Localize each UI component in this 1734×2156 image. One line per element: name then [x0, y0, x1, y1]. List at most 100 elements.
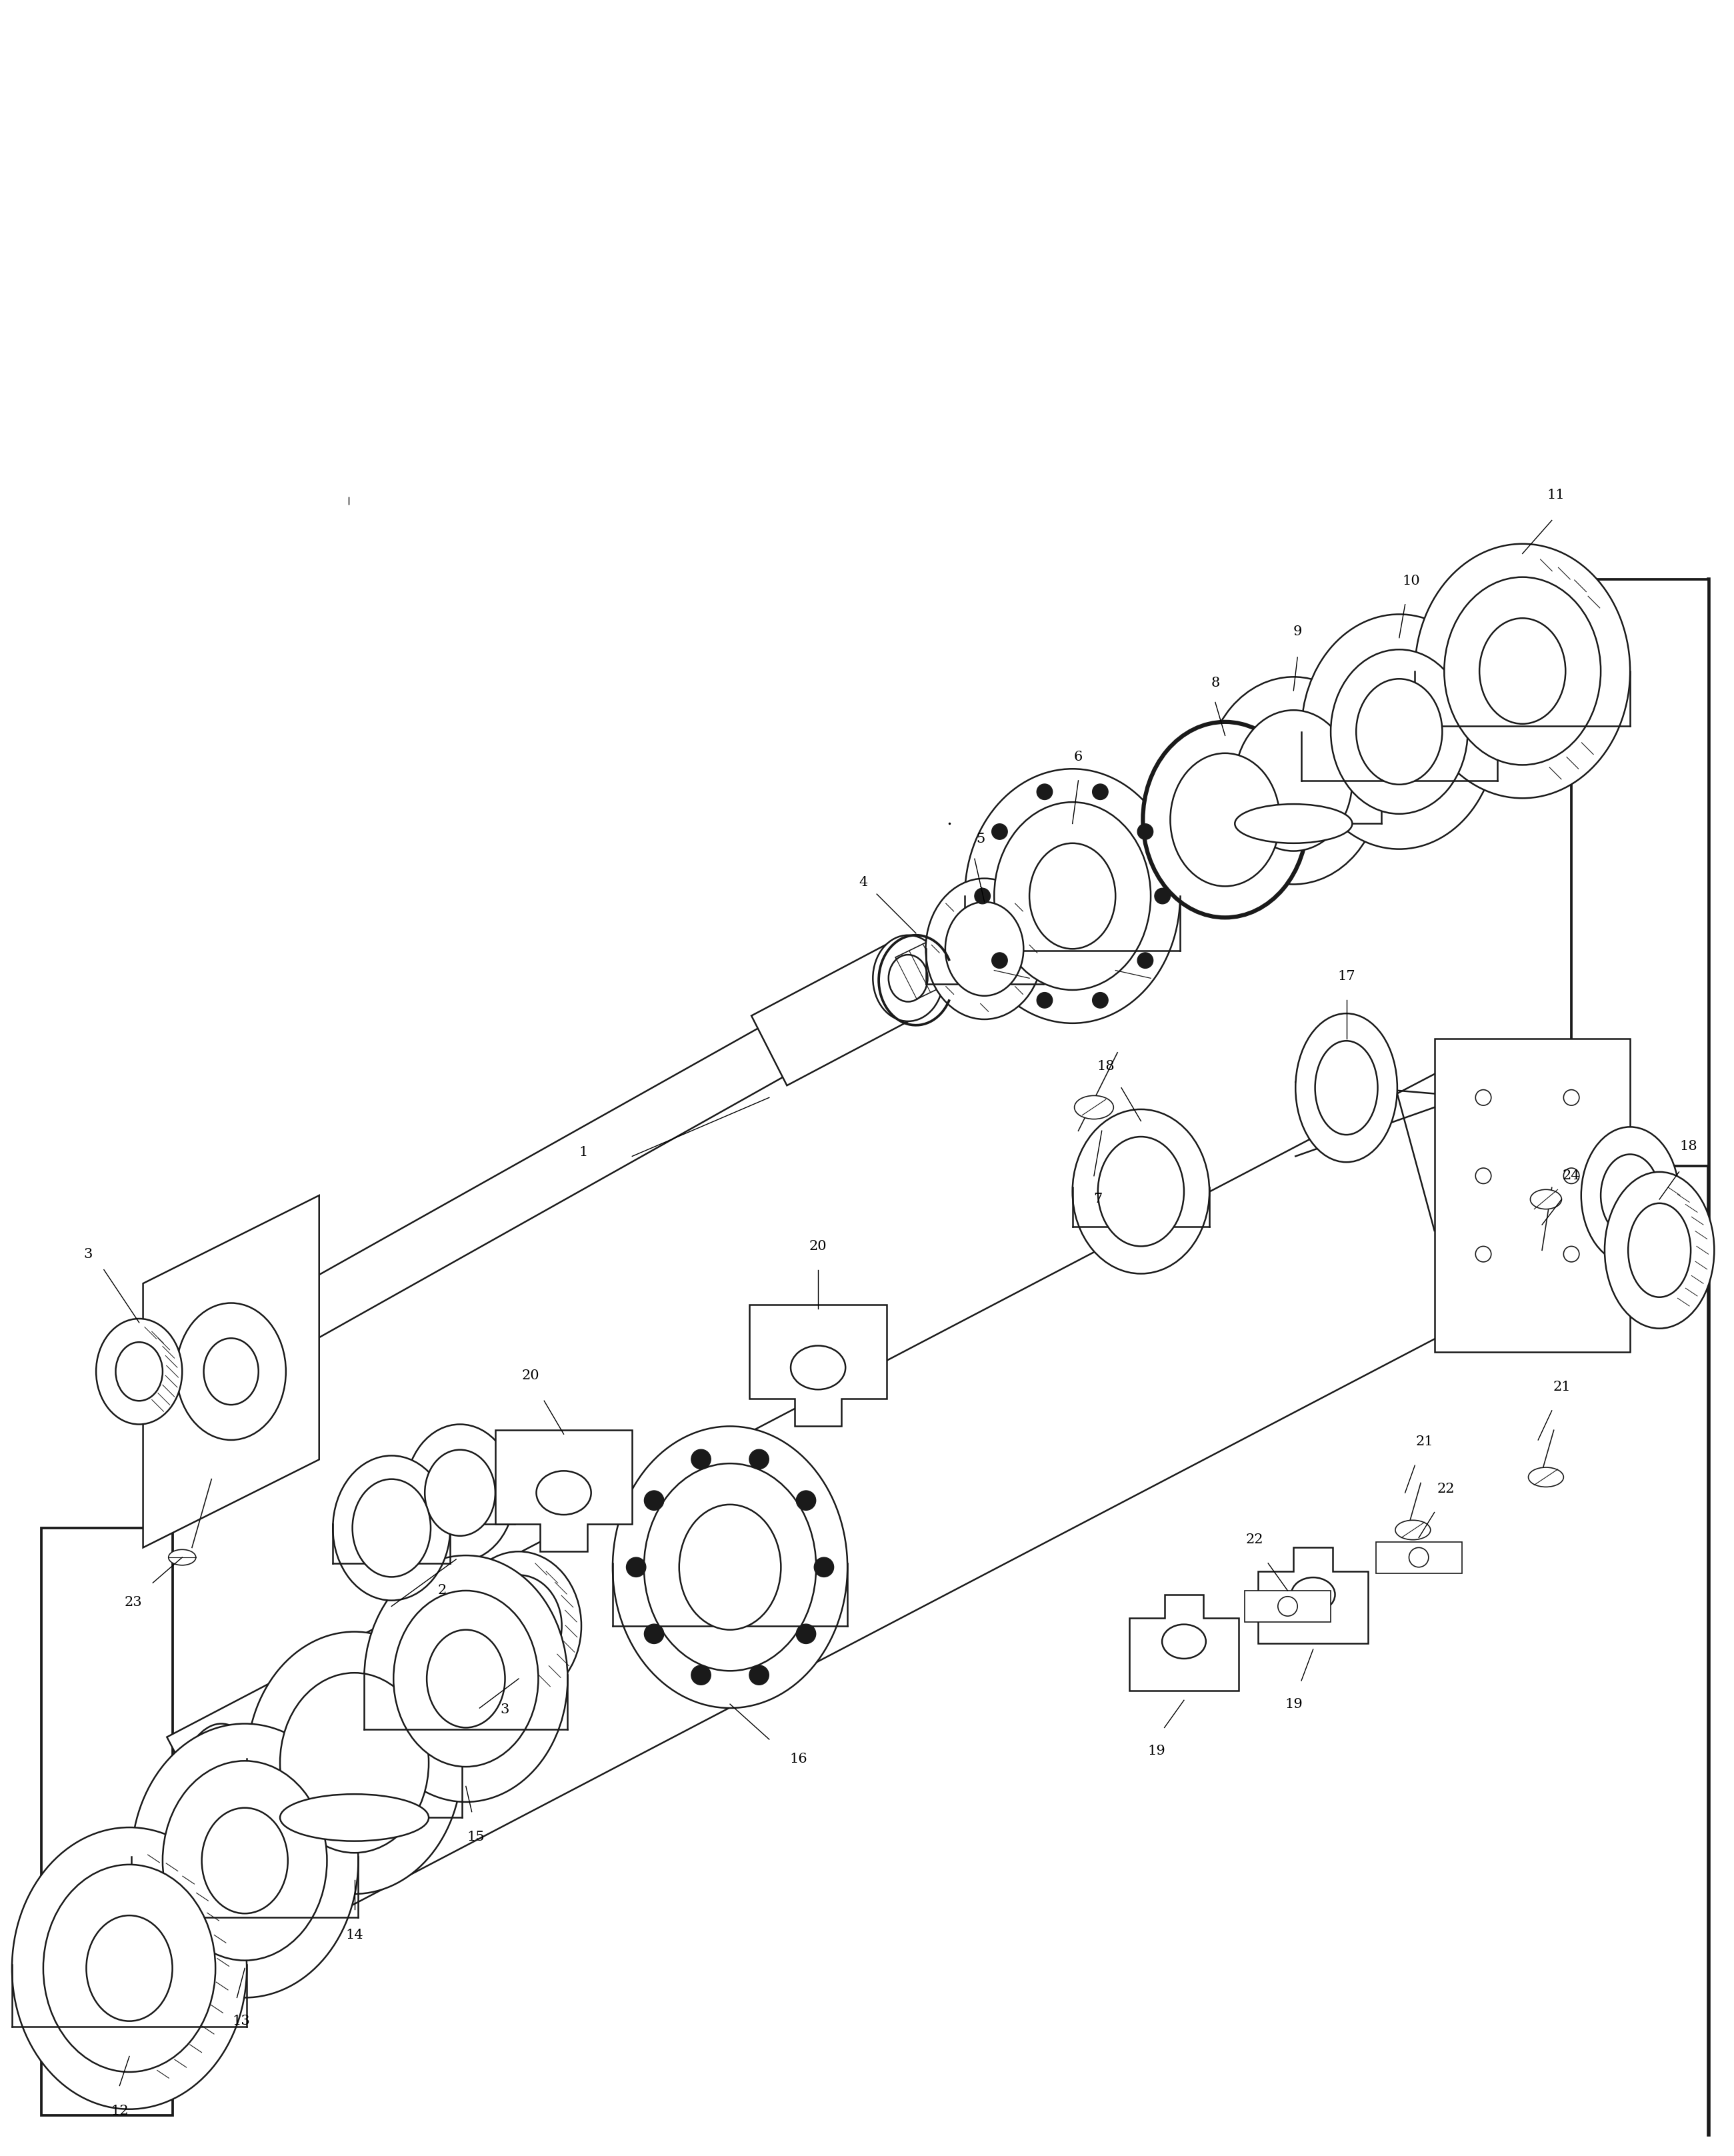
Ellipse shape	[364, 1554, 567, 1802]
Ellipse shape	[1302, 614, 1496, 849]
Circle shape	[1564, 1089, 1580, 1106]
Circle shape	[1476, 1246, 1491, 1261]
Polygon shape	[1259, 1548, 1368, 1643]
Ellipse shape	[612, 1427, 848, 1708]
Polygon shape	[749, 1304, 886, 1427]
Text: 12: 12	[111, 2104, 128, 2117]
Polygon shape	[142, 1194, 319, 1548]
Ellipse shape	[406, 1425, 515, 1561]
Ellipse shape	[945, 901, 1023, 996]
Ellipse shape	[1444, 578, 1600, 765]
Text: 23: 23	[125, 1595, 142, 1608]
Text: 5: 5	[976, 832, 985, 845]
Ellipse shape	[1170, 752, 1280, 886]
Ellipse shape	[394, 1591, 538, 1766]
Circle shape	[1410, 1548, 1429, 1567]
Ellipse shape	[994, 802, 1151, 990]
Circle shape	[992, 953, 1007, 968]
Circle shape	[645, 1623, 664, 1643]
Text: 21: 21	[1552, 1380, 1571, 1393]
Text: 24: 24	[1562, 1169, 1580, 1181]
Ellipse shape	[201, 1809, 288, 1915]
Circle shape	[749, 1449, 768, 1468]
Ellipse shape	[1072, 1110, 1209, 1274]
Text: 20: 20	[810, 1240, 827, 1253]
Ellipse shape	[888, 955, 928, 1003]
Circle shape	[1564, 1169, 1580, 1184]
Ellipse shape	[12, 1828, 246, 2109]
Ellipse shape	[1205, 677, 1382, 884]
Text: 17: 17	[1337, 970, 1356, 983]
Ellipse shape	[1143, 722, 1307, 918]
Ellipse shape	[333, 1455, 451, 1600]
Text: 3: 3	[501, 1703, 510, 1716]
Ellipse shape	[1479, 619, 1566, 724]
Ellipse shape	[1415, 543, 1630, 798]
Circle shape	[1037, 785, 1053, 800]
Text: 3: 3	[83, 1248, 92, 1261]
Ellipse shape	[1604, 1173, 1715, 1328]
Text: 2: 2	[437, 1585, 446, 1598]
Circle shape	[1476, 1169, 1491, 1184]
Circle shape	[1138, 824, 1153, 839]
Ellipse shape	[964, 770, 1181, 1024]
Ellipse shape	[168, 1723, 274, 1958]
Text: 22: 22	[1437, 1483, 1455, 1496]
Text: 6: 6	[1073, 750, 1082, 763]
Ellipse shape	[643, 1464, 817, 1671]
Circle shape	[692, 1449, 711, 1468]
Ellipse shape	[1235, 709, 1353, 852]
Circle shape	[626, 1557, 645, 1576]
Text: 11: 11	[1547, 489, 1564, 500]
Polygon shape	[166, 1072, 1547, 1945]
Ellipse shape	[1075, 1095, 1113, 1119]
Polygon shape	[42, 1529, 172, 2115]
Text: 18: 18	[1098, 1061, 1115, 1072]
Text: 9: 9	[1294, 625, 1302, 638]
Circle shape	[749, 1664, 768, 1684]
Circle shape	[1155, 888, 1170, 903]
Text: 21: 21	[1415, 1436, 1434, 1449]
Circle shape	[692, 1664, 711, 1684]
Ellipse shape	[1356, 679, 1443, 785]
Ellipse shape	[1441, 1059, 1547, 1294]
Polygon shape	[1129, 1595, 1238, 1690]
Ellipse shape	[116, 1343, 163, 1401]
Ellipse shape	[177, 1302, 286, 1440]
Ellipse shape	[95, 1319, 182, 1425]
Circle shape	[1476, 1089, 1491, 1106]
Ellipse shape	[1528, 1468, 1564, 1488]
Ellipse shape	[425, 1449, 496, 1535]
Ellipse shape	[872, 936, 943, 1022]
Ellipse shape	[1330, 649, 1467, 813]
Polygon shape	[1571, 580, 1708, 1166]
Ellipse shape	[1531, 1190, 1562, 1210]
Ellipse shape	[1314, 1041, 1379, 1134]
Polygon shape	[1375, 1542, 1462, 1574]
Ellipse shape	[279, 1673, 428, 1852]
Ellipse shape	[203, 1339, 258, 1406]
Ellipse shape	[680, 1505, 780, 1630]
Ellipse shape	[926, 877, 1044, 1020]
Circle shape	[992, 824, 1007, 839]
Ellipse shape	[456, 1552, 581, 1701]
Circle shape	[1564, 1246, 1580, 1261]
Circle shape	[645, 1490, 664, 1509]
Ellipse shape	[279, 1794, 428, 1841]
Ellipse shape	[1030, 843, 1115, 949]
Polygon shape	[1245, 1591, 1330, 1621]
Text: 15: 15	[466, 1830, 484, 1843]
Text: 19: 19	[1285, 1697, 1302, 1710]
Circle shape	[1037, 992, 1053, 1009]
Ellipse shape	[168, 1550, 196, 1565]
Ellipse shape	[352, 1479, 430, 1576]
Text: 10: 10	[1403, 576, 1420, 586]
Polygon shape	[1434, 1039, 1630, 1352]
Text: 1: 1	[579, 1147, 588, 1158]
Circle shape	[1138, 953, 1153, 968]
Circle shape	[975, 888, 990, 903]
Circle shape	[796, 1490, 815, 1509]
Text: 7: 7	[1094, 1192, 1103, 1205]
Ellipse shape	[87, 1915, 172, 2020]
Ellipse shape	[163, 1761, 328, 1960]
